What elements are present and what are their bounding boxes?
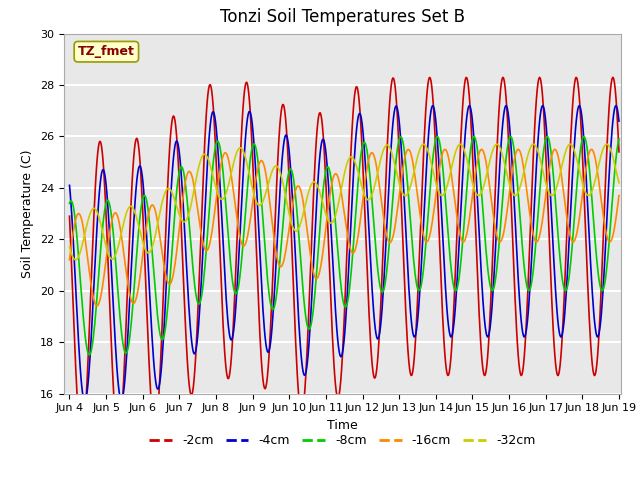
Legend: -2cm, -4cm, -8cm, -16cm, -32cm: -2cm, -4cm, -8cm, -16cm, -32cm	[145, 429, 540, 452]
Y-axis label: Soil Temperature (C): Soil Temperature (C)	[22, 149, 35, 278]
X-axis label: Time: Time	[327, 419, 358, 432]
Text: TZ_fmet: TZ_fmet	[78, 45, 135, 58]
Title: Tonzi Soil Temperatures Set B: Tonzi Soil Temperatures Set B	[220, 9, 465, 26]
